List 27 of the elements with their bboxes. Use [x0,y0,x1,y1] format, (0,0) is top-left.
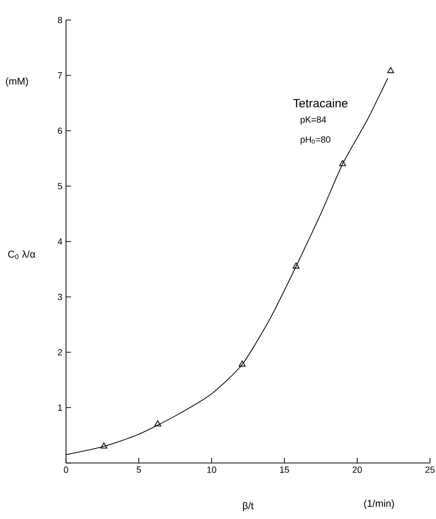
x-tick-label: 20 [352,466,362,473]
y-tick-label: 3 [58,294,62,300]
y-tick-label: 2 [58,349,62,356]
point [238,360,246,367]
x-tick-label: 15 [280,466,290,473]
y-tick-label: 8 [58,16,62,24]
y-tick-label: 5 [58,182,62,190]
x-tick-label: 5 [136,466,141,473]
point [339,160,346,166]
annotation: pK=84 [300,116,326,125]
y-tick-label: 1 [58,404,62,411]
y-tick-label: 6 [58,128,62,134]
x-tick-label: 10 [207,466,216,473]
point [100,442,108,449]
y-axis-title: C$_{0}$ λ/α [8,250,36,260]
point [292,262,300,269]
text: (mM) [6,77,28,87]
point [387,67,394,74]
x-tick-label: 25 [425,466,435,473]
x-tick-label: 0 [64,466,68,473]
x-axis-title: β/t [243,502,254,512]
y-tick-label: 7 [58,72,62,78]
annotation: Tetracaine [293,98,348,108]
point [154,420,162,426]
y-tick-label: 4 [58,238,62,245]
annotation: pH$_{0}$=80 [300,136,330,144]
text: (1/min) [364,500,394,509]
